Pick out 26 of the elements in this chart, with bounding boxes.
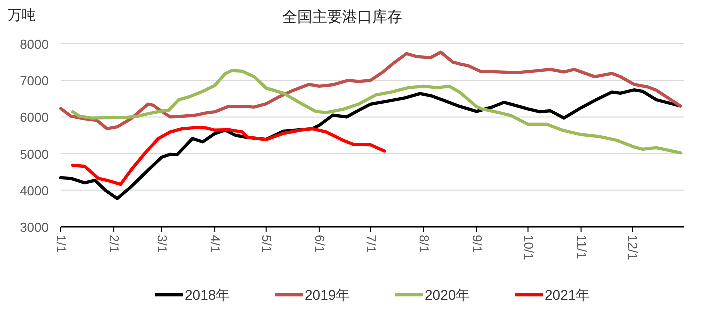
y-tick-label: 4000: [20, 183, 49, 198]
y-tick-label: 5000: [20, 146, 49, 162]
x-tick-label: 10/1: [521, 235, 536, 260]
y-tick-label: 6000: [20, 110, 49, 126]
x-tick-label: 6/1: [312, 235, 328, 254]
x-tick-label: 2/1: [107, 235, 122, 254]
x-tick-label: 1/1: [54, 235, 69, 254]
x-tick-label: 11/1: [574, 235, 590, 260]
legend-label: 2018年: [185, 287, 230, 303]
legend-label: 2019年: [305, 287, 350, 303]
y-axis-title: 万吨: [8, 7, 36, 23]
x-tick-label: 9/1: [470, 235, 485, 254]
x-tick-label: 8/1: [416, 235, 432, 254]
x-tick-label: 7/1: [364, 235, 379, 254]
y-tick-label: 8000: [20, 37, 49, 52]
x-tick-label: 4/1: [208, 235, 224, 254]
line-series: [71, 126, 386, 186]
y-tick-label: 3000: [20, 220, 49, 235]
x-tick-label: 12/1: [626, 235, 641, 260]
legend-label: 2020年: [425, 287, 470, 303]
chart-title: 全国主要港口库存: [282, 9, 402, 26]
x-tick-label: 3/1: [154, 235, 170, 254]
y-tick-label: 7000: [20, 74, 49, 89]
x-tick-label: 5/1: [259, 235, 274, 254]
line-series: [59, 50, 682, 131]
legend-label: 2021年: [545, 287, 590, 303]
